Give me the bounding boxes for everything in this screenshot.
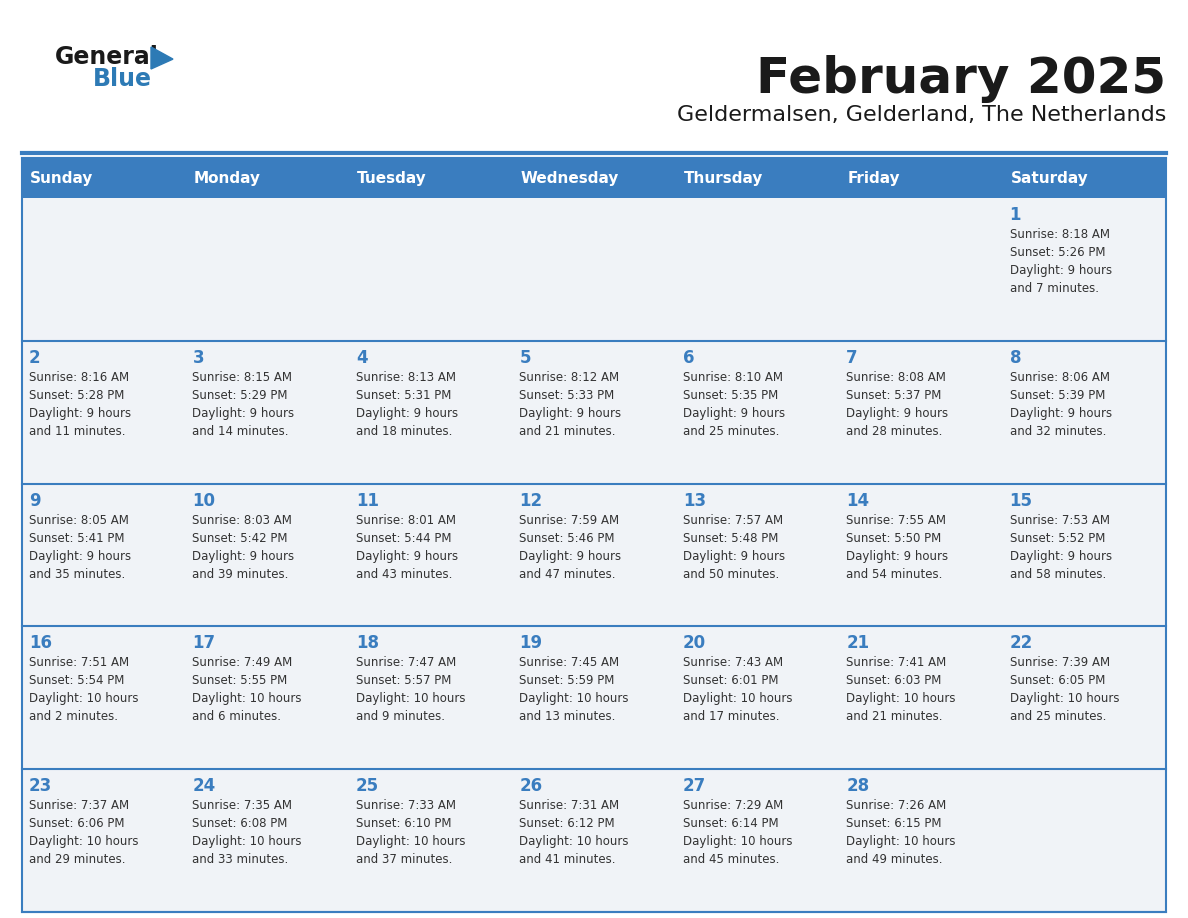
Bar <box>23 341 1165 484</box>
Text: Geldermalsen, Gelderland, The Netherlands: Geldermalsen, Gelderland, The Netherland… <box>677 105 1165 125</box>
Text: Sunrise: 7:29 AM
Sunset: 6:14 PM
Daylight: 10 hours
and 45 minutes.: Sunrise: 7:29 AM Sunset: 6:14 PM Dayligh… <box>683 800 792 867</box>
Text: 25: 25 <box>356 778 379 795</box>
Text: Sunrise: 7:55 AM
Sunset: 5:50 PM
Daylight: 9 hours
and 54 minutes.: Sunrise: 7:55 AM Sunset: 5:50 PM Dayligh… <box>846 513 948 580</box>
Bar <box>23 769 1165 912</box>
Text: Sunrise: 8:10 AM
Sunset: 5:35 PM
Daylight: 9 hours
and 25 minutes.: Sunrise: 8:10 AM Sunset: 5:35 PM Dayligh… <box>683 371 785 438</box>
Text: February 2025: February 2025 <box>756 55 1165 103</box>
Text: 5: 5 <box>519 349 531 367</box>
Text: 7: 7 <box>846 349 858 367</box>
Text: 13: 13 <box>683 492 706 509</box>
Text: Sunrise: 7:45 AM
Sunset: 5:59 PM
Daylight: 10 hours
and 13 minutes.: Sunrise: 7:45 AM Sunset: 5:59 PM Dayligh… <box>519 656 628 723</box>
Text: 23: 23 <box>29 778 52 795</box>
Text: 2: 2 <box>29 349 40 367</box>
Text: Sunrise: 8:13 AM
Sunset: 5:31 PM
Daylight: 9 hours
and 18 minutes.: Sunrise: 8:13 AM Sunset: 5:31 PM Dayligh… <box>356 371 459 438</box>
Text: 14: 14 <box>846 492 870 509</box>
Text: 8: 8 <box>1010 349 1020 367</box>
Text: Friday: Friday <box>847 171 899 185</box>
Text: Sunrise: 8:06 AM
Sunset: 5:39 PM
Daylight: 9 hours
and 32 minutes.: Sunrise: 8:06 AM Sunset: 5:39 PM Dayligh… <box>1010 371 1112 438</box>
Text: Sunrise: 7:43 AM
Sunset: 6:01 PM
Daylight: 10 hours
and 17 minutes.: Sunrise: 7:43 AM Sunset: 6:01 PM Dayligh… <box>683 656 792 723</box>
Text: Sunrise: 7:59 AM
Sunset: 5:46 PM
Daylight: 9 hours
and 47 minutes.: Sunrise: 7:59 AM Sunset: 5:46 PM Dayligh… <box>519 513 621 580</box>
Bar <box>23 158 1165 912</box>
Text: 6: 6 <box>683 349 694 367</box>
Text: Sunday: Sunday <box>30 171 94 185</box>
Text: 27: 27 <box>683 778 706 795</box>
Text: Sunrise: 8:08 AM
Sunset: 5:37 PM
Daylight: 9 hours
and 28 minutes.: Sunrise: 8:08 AM Sunset: 5:37 PM Dayligh… <box>846 371 948 438</box>
Text: 17: 17 <box>192 634 215 653</box>
Text: Sunrise: 7:57 AM
Sunset: 5:48 PM
Daylight: 9 hours
and 50 minutes.: Sunrise: 7:57 AM Sunset: 5:48 PM Dayligh… <box>683 513 785 580</box>
Bar <box>23 158 185 198</box>
Text: Sunrise: 7:51 AM
Sunset: 5:54 PM
Daylight: 10 hours
and 2 minutes.: Sunrise: 7:51 AM Sunset: 5:54 PM Dayligh… <box>29 656 139 723</box>
Bar <box>23 626 1165 769</box>
Text: Sunrise: 8:15 AM
Sunset: 5:29 PM
Daylight: 9 hours
and 14 minutes.: Sunrise: 8:15 AM Sunset: 5:29 PM Dayligh… <box>192 371 295 438</box>
Text: 9: 9 <box>29 492 40 509</box>
Text: Sunrise: 7:49 AM
Sunset: 5:55 PM
Daylight: 10 hours
and 6 minutes.: Sunrise: 7:49 AM Sunset: 5:55 PM Dayligh… <box>192 656 302 723</box>
Text: 20: 20 <box>683 634 706 653</box>
Bar <box>23 198 1165 341</box>
Bar <box>676 158 839 198</box>
Bar <box>512 158 676 198</box>
Bar <box>185 158 349 198</box>
Text: 11: 11 <box>356 492 379 509</box>
Text: Saturday: Saturday <box>1011 171 1088 185</box>
Text: 22: 22 <box>1010 634 1032 653</box>
Text: General: General <box>55 45 159 69</box>
Text: 1: 1 <box>1010 206 1020 224</box>
Bar <box>23 484 1165 626</box>
Polygon shape <box>151 47 173 69</box>
Text: Sunrise: 7:33 AM
Sunset: 6:10 PM
Daylight: 10 hours
and 37 minutes.: Sunrise: 7:33 AM Sunset: 6:10 PM Dayligh… <box>356 800 466 867</box>
Text: 21: 21 <box>846 634 870 653</box>
Text: 12: 12 <box>519 492 543 509</box>
Text: Wednesday: Wednesday <box>520 171 619 185</box>
Bar <box>839 158 1003 198</box>
Text: 24: 24 <box>192 778 216 795</box>
Text: Sunrise: 7:39 AM
Sunset: 6:05 PM
Daylight: 10 hours
and 25 minutes.: Sunrise: 7:39 AM Sunset: 6:05 PM Dayligh… <box>1010 656 1119 723</box>
Text: 28: 28 <box>846 778 870 795</box>
Text: 19: 19 <box>519 634 543 653</box>
Text: Sunrise: 7:53 AM
Sunset: 5:52 PM
Daylight: 9 hours
and 58 minutes.: Sunrise: 7:53 AM Sunset: 5:52 PM Dayligh… <box>1010 513 1112 580</box>
Text: 15: 15 <box>1010 492 1032 509</box>
Text: Sunrise: 7:26 AM
Sunset: 6:15 PM
Daylight: 10 hours
and 49 minutes.: Sunrise: 7:26 AM Sunset: 6:15 PM Dayligh… <box>846 800 955 867</box>
Text: Sunrise: 8:12 AM
Sunset: 5:33 PM
Daylight: 9 hours
and 21 minutes.: Sunrise: 8:12 AM Sunset: 5:33 PM Dayligh… <box>519 371 621 438</box>
Text: Monday: Monday <box>194 171 260 185</box>
Text: 18: 18 <box>356 634 379 653</box>
Text: Sunrise: 7:41 AM
Sunset: 6:03 PM
Daylight: 10 hours
and 21 minutes.: Sunrise: 7:41 AM Sunset: 6:03 PM Dayligh… <box>846 656 955 723</box>
Text: Sunrise: 7:35 AM
Sunset: 6:08 PM
Daylight: 10 hours
and 33 minutes.: Sunrise: 7:35 AM Sunset: 6:08 PM Dayligh… <box>192 800 302 867</box>
Text: 16: 16 <box>29 634 52 653</box>
Bar <box>1003 158 1165 198</box>
Text: Blue: Blue <box>93 67 152 91</box>
Text: Sunrise: 7:31 AM
Sunset: 6:12 PM
Daylight: 10 hours
and 41 minutes.: Sunrise: 7:31 AM Sunset: 6:12 PM Dayligh… <box>519 800 628 867</box>
Text: Sunrise: 7:47 AM
Sunset: 5:57 PM
Daylight: 10 hours
and 9 minutes.: Sunrise: 7:47 AM Sunset: 5:57 PM Dayligh… <box>356 656 466 723</box>
Text: Sunrise: 8:03 AM
Sunset: 5:42 PM
Daylight: 9 hours
and 39 minutes.: Sunrise: 8:03 AM Sunset: 5:42 PM Dayligh… <box>192 513 295 580</box>
Text: Sunrise: 8:18 AM
Sunset: 5:26 PM
Daylight: 9 hours
and 7 minutes.: Sunrise: 8:18 AM Sunset: 5:26 PM Dayligh… <box>1010 228 1112 295</box>
Text: 4: 4 <box>356 349 367 367</box>
Text: 3: 3 <box>192 349 204 367</box>
Bar <box>349 158 512 198</box>
Text: Sunrise: 8:16 AM
Sunset: 5:28 PM
Daylight: 9 hours
and 11 minutes.: Sunrise: 8:16 AM Sunset: 5:28 PM Dayligh… <box>29 371 131 438</box>
Text: 10: 10 <box>192 492 215 509</box>
Text: Sunrise: 7:37 AM
Sunset: 6:06 PM
Daylight: 10 hours
and 29 minutes.: Sunrise: 7:37 AM Sunset: 6:06 PM Dayligh… <box>29 800 139 867</box>
Text: Sunrise: 8:05 AM
Sunset: 5:41 PM
Daylight: 9 hours
and 35 minutes.: Sunrise: 8:05 AM Sunset: 5:41 PM Dayligh… <box>29 513 131 580</box>
Text: Sunrise: 8:01 AM
Sunset: 5:44 PM
Daylight: 9 hours
and 43 minutes.: Sunrise: 8:01 AM Sunset: 5:44 PM Dayligh… <box>356 513 459 580</box>
Text: Tuesday: Tuesday <box>356 171 426 185</box>
Text: 26: 26 <box>519 778 543 795</box>
Text: Thursday: Thursday <box>684 171 763 185</box>
